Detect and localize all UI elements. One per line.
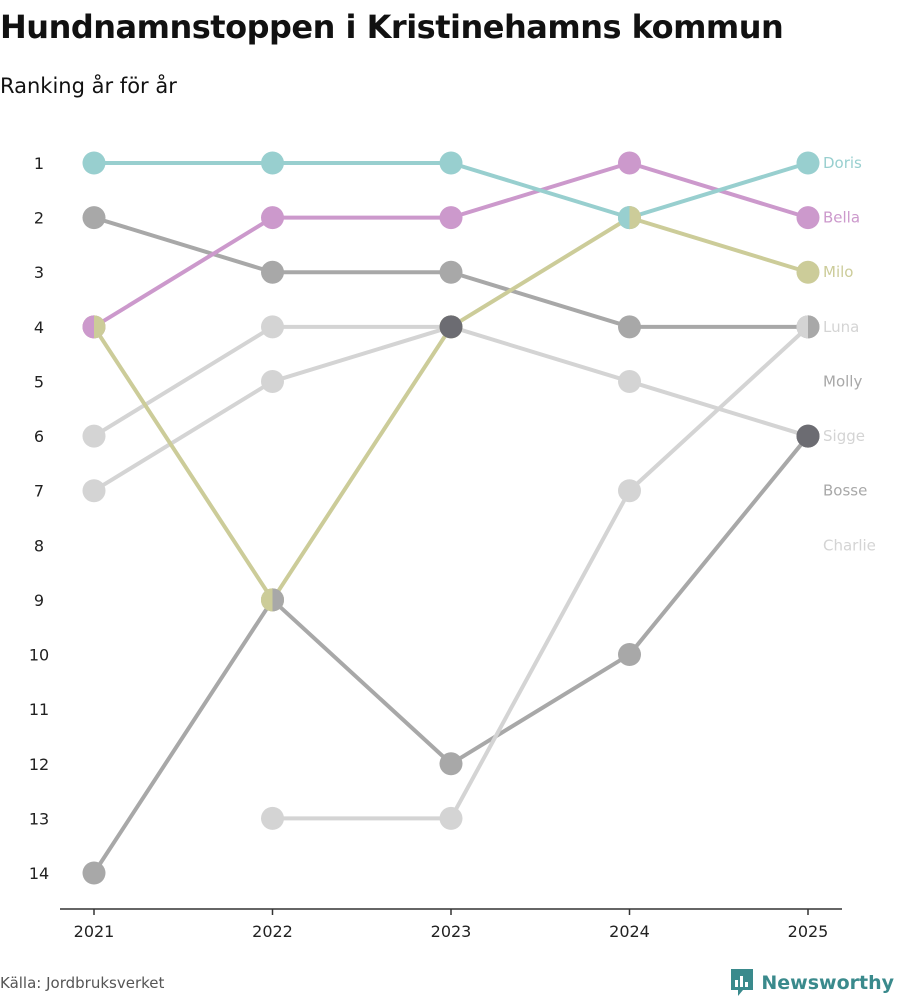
series-line-bella [92, 215, 275, 329]
point-bosse [618, 643, 641, 667]
point-sigge [618, 479, 641, 503]
series-line-milo [92, 324, 275, 602]
point-bosse [82, 861, 106, 885]
point-bella [618, 151, 641, 175]
brand-logo: Newsworthy [729, 968, 894, 998]
split-point-right [272, 588, 284, 612]
y-tick-label: 4 [34, 318, 44, 337]
point-milo [796, 260, 820, 284]
end-label-sigge: Sigge [823, 427, 865, 445]
series-line-sigge [627, 324, 810, 493]
y-tick-label: 8 [34, 536, 44, 555]
source-note: Källa: Jordbruksverket [0, 974, 165, 992]
point-luna [261, 260, 284, 284]
series-line-luna [449, 270, 632, 329]
newsworthy-logo-icon [731, 969, 754, 996]
series-line-milo [627, 215, 810, 275]
split-point-left [261, 588, 273, 612]
y-tick-label: 2 [34, 209, 44, 228]
point-bella [261, 206, 284, 230]
split-point-left [796, 315, 808, 339]
x-tick-label: 2022 [252, 922, 293, 941]
series-line-sigge [92, 379, 275, 493]
split-point-left [82, 315, 94, 339]
point-sigge [261, 806, 284, 830]
x-tick-label: 2025 [788, 922, 829, 941]
point-sigge [439, 806, 463, 830]
y-tick-label: 7 [34, 482, 44, 501]
point-doris [439, 151, 463, 175]
end-label-luna: Luna [823, 318, 859, 336]
y-tick-label: 1 [34, 154, 44, 173]
y-tick-label: 6 [34, 427, 44, 446]
point-bella [796, 206, 820, 230]
series-line-bosse [449, 652, 632, 766]
y-tick-label: 11 [29, 700, 49, 719]
point-bella [439, 206, 463, 230]
y-tick-label: 3 [34, 263, 44, 282]
point-luna [439, 260, 463, 284]
point-bosse [439, 752, 463, 776]
series-line-milo [449, 215, 632, 329]
overlap-point [439, 315, 463, 339]
x-tick-label: 2021 [74, 922, 115, 941]
series-line-sigge [449, 488, 632, 821]
brand-name: Newsworthy [761, 972, 894, 994]
x-tick-label: 2024 [609, 922, 650, 941]
point-sigge [261, 369, 284, 393]
split-point-right [629, 206, 641, 230]
point-charlie [82, 424, 106, 448]
end-label-charlie: Charlie [823, 536, 876, 554]
series-line-luna [92, 215, 275, 275]
point-doris [82, 151, 106, 175]
point-doris [261, 151, 284, 175]
point-charlie [261, 315, 284, 339]
point-luna [82, 206, 106, 230]
split-point-right [94, 315, 106, 339]
point-sigge [82, 479, 106, 503]
point-luna [618, 315, 641, 339]
x-tick-label: 2023 [431, 922, 472, 941]
point-charlie [618, 369, 641, 393]
end-label-milo: Milo [823, 263, 853, 281]
end-label-bella: Bella [823, 209, 860, 227]
series-line-doris [449, 161, 632, 220]
series-line-milo [270, 324, 453, 602]
end-label-molly: Molly [823, 372, 862, 390]
y-tick-label: 12 [29, 755, 49, 774]
y-tick-label: 5 [34, 372, 44, 391]
series-line-charlie [92, 324, 275, 439]
y-tick-label: 14 [29, 864, 49, 883]
point-doris [796, 151, 820, 175]
chart-title: Hundnamnstoppen i Kristinehamns kommun [0, 8, 784, 46]
series-line-bosse [627, 434, 810, 657]
series-line-bosse [270, 597, 453, 766]
series-line-bosse [92, 597, 275, 875]
end-label-doris: Doris [823, 154, 862, 172]
series-line-sigge [270, 324, 453, 384]
split-point-right [808, 315, 820, 339]
end-label-bosse: Bosse [823, 482, 867, 500]
y-tick-label: 13 [29, 809, 49, 828]
y-tick-label: 10 [29, 646, 49, 665]
y-tick-label: 9 [34, 591, 44, 610]
chart-subtitle: Ranking år för år [0, 74, 177, 98]
series-line-charlie [449, 324, 632, 384]
split-point-left [618, 206, 630, 230]
overlap-point [796, 424, 820, 448]
series-line-doris [627, 161, 810, 220]
